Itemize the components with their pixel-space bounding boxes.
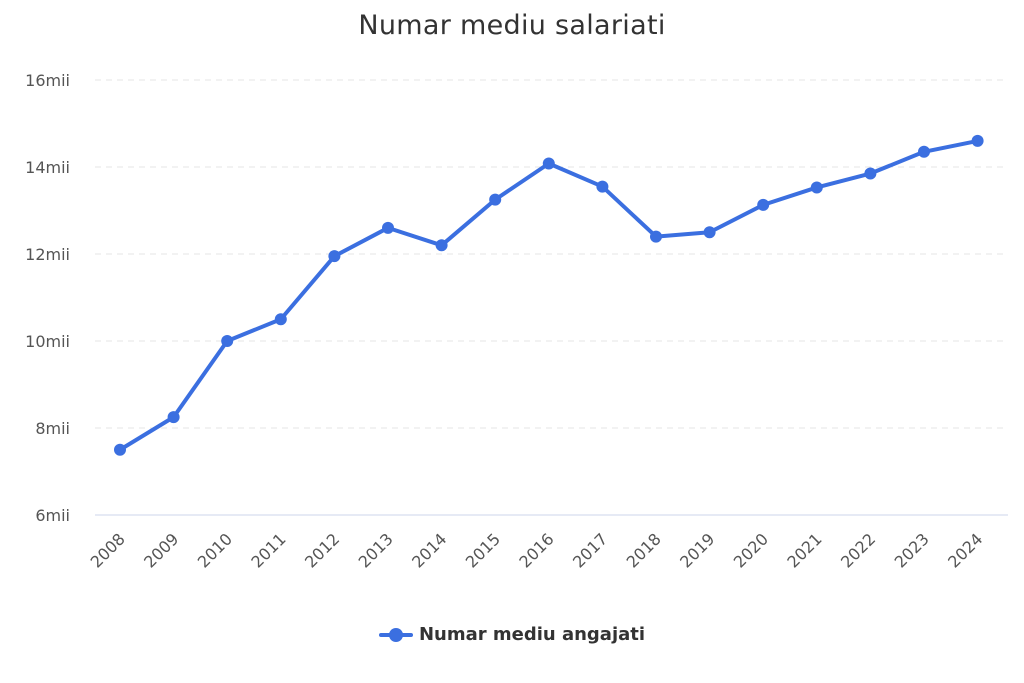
y-axis-labels: 6mii 8mii 10mii 12mii 14mii 16mii xyxy=(25,71,70,525)
y-tick-label: 16mii xyxy=(25,71,70,90)
data-point xyxy=(221,335,234,347)
x-tick-label: 2017 xyxy=(569,529,611,571)
data-point xyxy=(114,443,126,456)
data-point xyxy=(489,193,502,206)
x-tick-label: 2020 xyxy=(730,529,772,571)
x-tick-label: 2022 xyxy=(837,529,879,571)
x-tick-label: 2016 xyxy=(515,529,557,571)
data-point xyxy=(971,134,984,147)
x-tick-label: 2023 xyxy=(891,529,933,571)
x-tick-label: 2009 xyxy=(140,529,182,571)
chart-title: Numar mediu salariati xyxy=(358,10,666,41)
legend-label: Numar mediu angajati xyxy=(418,624,646,645)
data-point xyxy=(328,250,341,263)
data-point xyxy=(650,230,662,243)
data-point xyxy=(167,411,180,424)
data-point xyxy=(596,180,609,193)
legend: Numar mediu angajati xyxy=(0,624,1024,645)
x-axis-labels: 2008 2009 2010 2011 2012 2013 2014 2015 2016 2017… xyxy=(87,529,987,571)
series-line xyxy=(118,138,980,452)
data-point xyxy=(703,226,716,239)
data-point xyxy=(757,198,770,211)
x-tick-label: 2021 xyxy=(783,529,825,571)
data-point xyxy=(274,313,287,326)
x-tick-label: 2018 xyxy=(623,529,665,571)
x-tick-label: 2024 xyxy=(944,529,986,571)
y-tick-label: 8mii xyxy=(35,419,70,438)
x-tick-label: 2013 xyxy=(355,529,397,571)
data-point xyxy=(810,181,823,194)
data-point xyxy=(382,221,394,234)
x-tick-label: 2019 xyxy=(676,529,718,571)
data-point xyxy=(435,239,448,252)
y-tick-label: 6mii xyxy=(35,506,70,525)
data-point xyxy=(918,145,930,158)
y-tick-label: 14mii xyxy=(25,158,70,177)
x-tick-label: 2011 xyxy=(247,529,289,571)
legend-line-dot-icon xyxy=(378,627,413,642)
data-point xyxy=(864,167,877,180)
y-tick-label: 10mii xyxy=(25,332,70,351)
x-tick-label: 2014 xyxy=(408,529,450,571)
data-point xyxy=(542,157,555,170)
gridlines xyxy=(95,79,1008,516)
series-layer xyxy=(114,134,984,456)
x-tick-label: 2010 xyxy=(194,529,236,571)
x-tick-label: 2012 xyxy=(301,529,343,571)
x-tick-label: 2008 xyxy=(87,529,129,571)
legend-item-series[interactable]: Numar mediu angajati xyxy=(378,624,646,645)
y-tick-label: 12mii xyxy=(25,245,70,264)
x-tick-label: 2015 xyxy=(462,529,504,571)
